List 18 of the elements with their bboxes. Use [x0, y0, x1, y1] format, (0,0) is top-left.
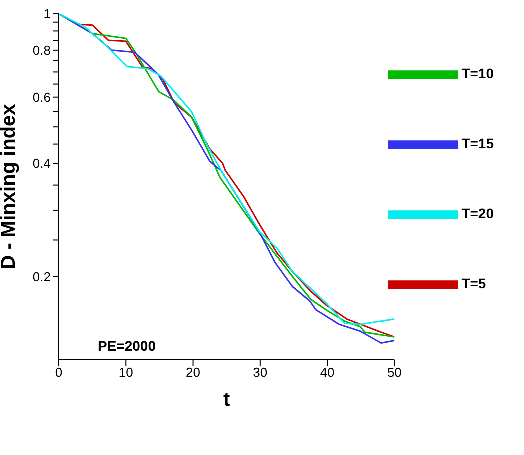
x-tick-label: 10	[118, 365, 134, 380]
y-axis-title: D - Minxing index	[0, 104, 20, 270]
x-tick-label: 40	[320, 365, 335, 380]
x-tick-label: 20	[186, 365, 201, 380]
y-tick-label: 0.2	[32, 269, 51, 284]
x-tick-label: 30	[253, 365, 268, 380]
annotation: PE=2000	[98, 338, 156, 354]
y-tick-label: 0.4	[32, 156, 51, 172]
y-tick-label: 0.6	[32, 90, 51, 105]
legend-label: T=20	[462, 206, 494, 222]
x-tick-label: 50	[387, 365, 402, 380]
legend-label: T=10	[462, 66, 494, 82]
legend-label: T=15	[462, 136, 494, 152]
y-tick-label: 1	[44, 6, 51, 22]
legend-label: T=5	[462, 276, 486, 292]
y-tick-label: 0.8	[32, 43, 51, 58]
x-tick-label: 0	[55, 365, 63, 380]
x-axis-title: t	[224, 389, 231, 411]
